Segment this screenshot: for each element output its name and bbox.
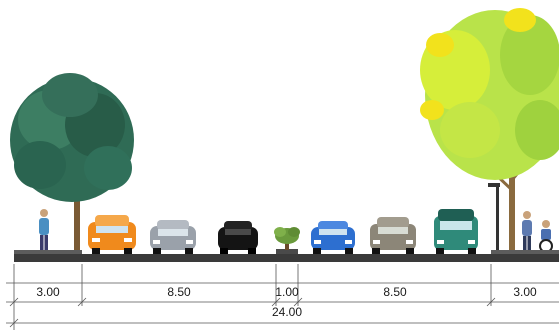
dim-label-sidewalk-left: 3.00 [36,285,60,299]
street-lamp-icon [488,183,500,252]
car-icon [218,221,258,254]
tree-right-icon [420,8,559,252]
dimension-labels: 3.00 8.50 1.00 8.50 3.00 24.00 [36,285,537,319]
tree-left-icon [10,73,134,252]
dim-label-sidewalk-right: 3.00 [513,285,537,299]
dim-label-roadway-right: 8.50 [383,285,407,299]
car-icon [88,215,136,254]
dim-label-roadway-left: 8.50 [167,285,191,299]
wheelchair-user-icon [539,220,553,253]
road-section [14,249,559,262]
car-icon [150,220,196,254]
car-icon [434,209,478,254]
car-icon [370,217,416,254]
car-icon [311,221,355,254]
median-plant-icon [274,227,300,250]
pedestrian-icon [522,211,532,251]
pedestrian-icon [39,209,49,251]
dimension-lines [6,264,559,330]
dim-label-median: 1.00 [275,285,299,299]
dim-label-total: 24.00 [272,305,302,319]
